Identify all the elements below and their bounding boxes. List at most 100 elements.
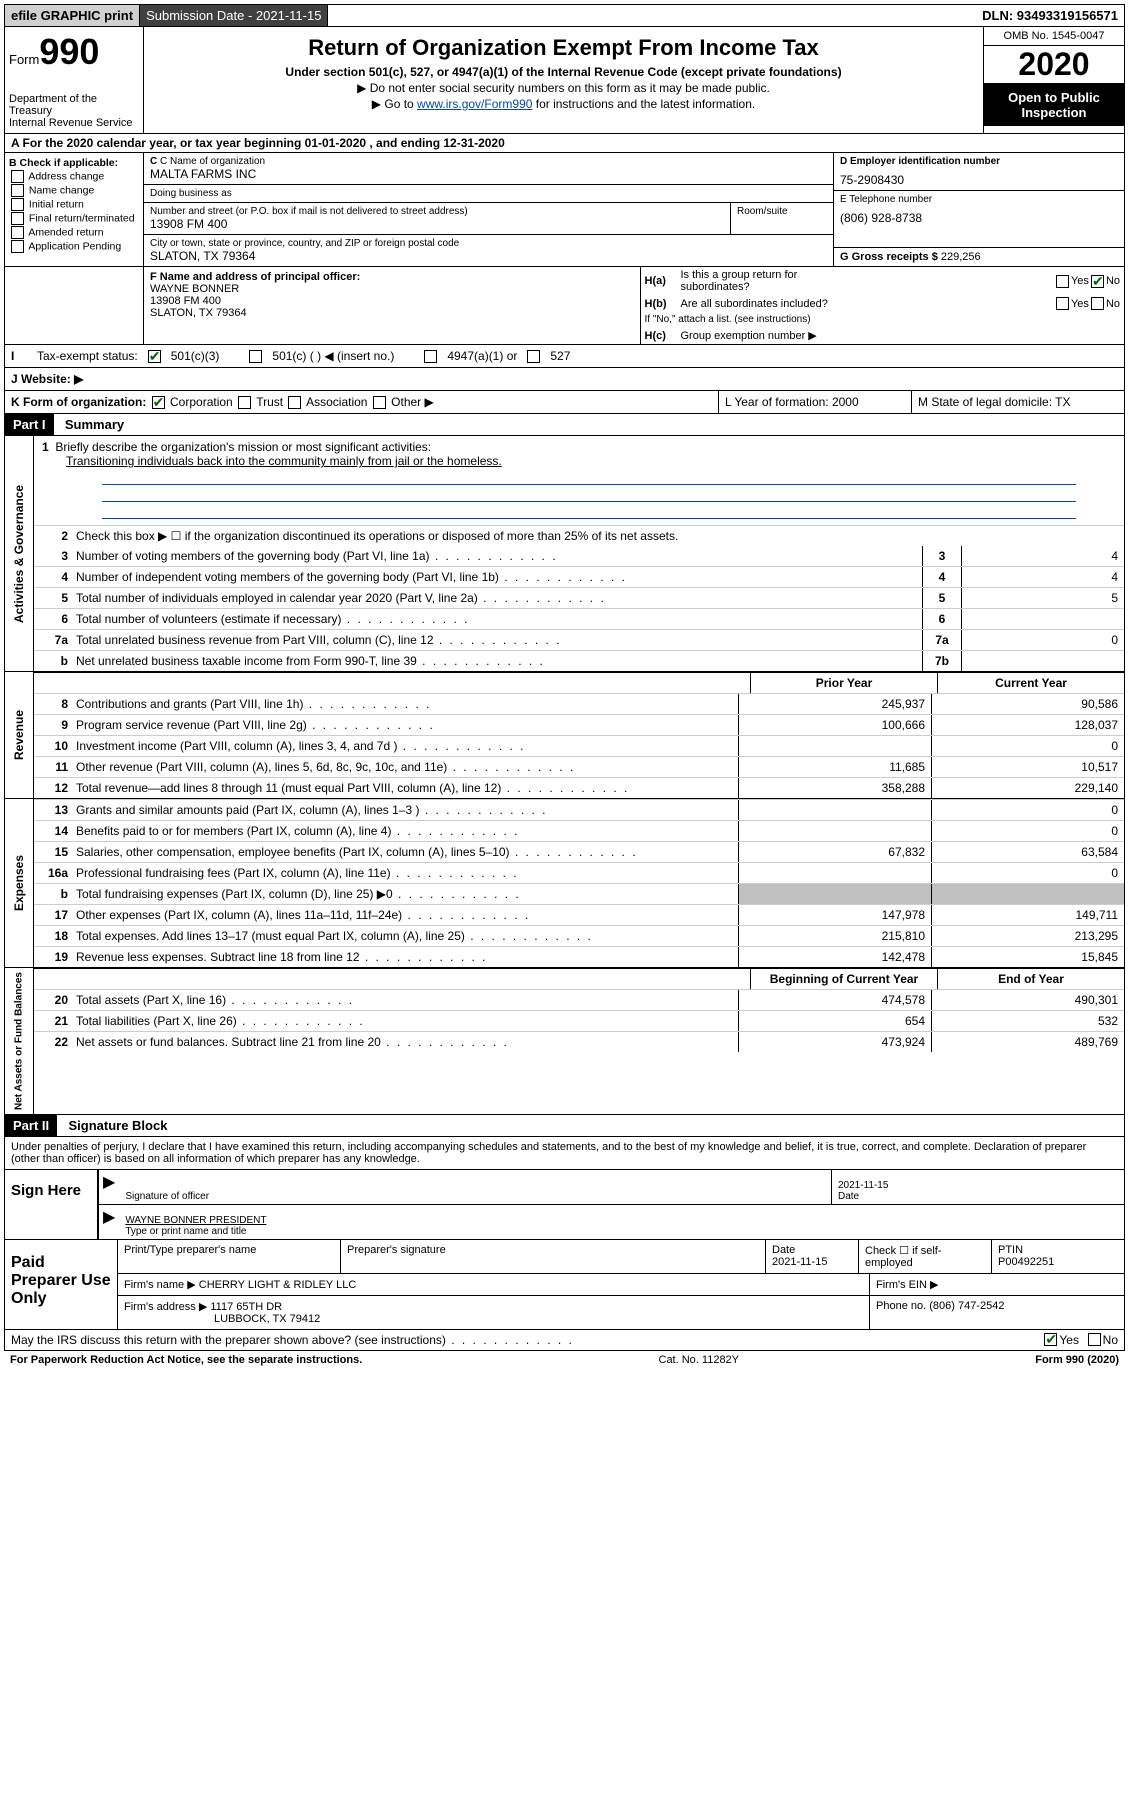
state-domicile: M State of legal domicile: TX: [912, 391, 1124, 413]
governance-label: Activities & Governance: [5, 436, 34, 671]
prep-sig-header: Preparer's signature: [341, 1240, 766, 1273]
form-page: Form 990 (2020): [1035, 1354, 1119, 1366]
principal-officer: F Name and address of principal officer:…: [143, 267, 641, 344]
tax-year: 2020: [984, 46, 1124, 84]
street-cell: Number and street (or P.O. box if mail i…: [144, 203, 731, 234]
gov-line: 5Total number of individuals employed in…: [34, 587, 1124, 608]
data-line: 8Contributions and grants (Part VIII, li…: [34, 693, 1124, 714]
ein-cell: D Employer identification number 75-2908…: [834, 153, 1124, 191]
501c-checkbox[interactable]: [249, 350, 262, 363]
mission-text: Transitioning individuals back into the …: [66, 454, 502, 468]
data-line: 21Total liabilities (Part X, line 26)654…: [34, 1010, 1124, 1031]
irs-form990-link[interactable]: www.irs.gov/Form990: [417, 97, 532, 111]
app-pending-checkbox[interactable]: Application Pending: [9, 240, 139, 253]
form-header: Form990 Department of the Treasury Inter…: [4, 27, 1125, 134]
dln: DLN: 93493319156571: [976, 5, 1124, 26]
discuss-row: May the IRS discuss this return with the…: [4, 1330, 1125, 1351]
end-year-header: End of Year: [937, 969, 1124, 989]
netassets-label: Net Assets or Fund Balances: [5, 968, 34, 1114]
data-line: 16aProfessional fundraising fees (Part I…: [34, 862, 1124, 883]
data-line: bTotal fundraising expenses (Part IX, co…: [34, 883, 1124, 904]
room-cell: Room/suite: [731, 203, 833, 234]
dept-treasury: Department of the Treasury Internal Reve…: [9, 93, 139, 129]
sig-date-field: 2021-11-15Date: [832, 1170, 1124, 1204]
amended-checkbox[interactable]: Amended return: [9, 226, 139, 239]
ha-no-checkbox[interactable]: [1091, 275, 1104, 288]
open-inspection: Open to Public Inspection: [984, 84, 1124, 126]
penalty-text: Under penalties of perjury, I declare th…: [5, 1137, 1124, 1169]
discuss-no-checkbox[interactable]: [1088, 1333, 1101, 1346]
form-org-row: K Form of organization: Corporation Trus…: [4, 391, 1125, 414]
data-line: 11Other revenue (Part VIII, column (A), …: [34, 756, 1124, 777]
dba-cell: Doing business as: [144, 185, 833, 203]
instr-ssn: ▶ Do not enter social security numbers o…: [148, 81, 979, 95]
form-title: Return of Organization Exempt From Incom…: [148, 35, 979, 61]
data-line: 17Other expenses (Part IX, column (A), l…: [34, 904, 1124, 925]
top-bar: efile GRAPHIC print Submission Date - 20…: [4, 4, 1125, 27]
part1-title: Summary: [57, 414, 132, 435]
prep-ptin: PTINP00492251: [992, 1240, 1124, 1273]
governance-section: Activities & Governance 1 Briefly descri…: [4, 436, 1125, 672]
trust-checkbox[interactable]: [238, 396, 251, 409]
527-checkbox[interactable]: [527, 350, 540, 363]
beg-year-header: Beginning of Current Year: [750, 969, 937, 989]
other-checkbox[interactable]: [373, 396, 386, 409]
paid-preparer-label: Paid Preparer Use Only: [5, 1240, 118, 1329]
gov-line: 3Number of voting members of the governi…: [34, 546, 1124, 566]
501c3-checkbox[interactable]: [148, 350, 161, 363]
hb-no-checkbox[interactable]: [1091, 297, 1104, 310]
4947-checkbox[interactable]: [424, 350, 437, 363]
sig-arrow-icon-2: ▶: [99, 1205, 119, 1239]
gross-receipts-cell: G Gross receipts $ 229,256: [834, 248, 1124, 266]
part2-header-row: Part II Signature Block: [4, 1115, 1125, 1137]
gov-line: 7aTotal unrelated business revenue from …: [34, 629, 1124, 650]
prep-name-header: Print/Type preparer's name: [118, 1240, 341, 1273]
data-line: 19Revenue less expenses. Subtract line 1…: [34, 946, 1124, 967]
name-change-checkbox[interactable]: Name change: [9, 184, 139, 197]
submission-date: Submission Date - 2021-11-15: [140, 5, 328, 26]
hb-note: If "No," attach a list. (see instruction…: [641, 312, 1125, 327]
omb-number: OMB No. 1545-0047: [984, 27, 1124, 46]
gov-line: 6Total number of volunteers (estimate if…: [34, 608, 1124, 629]
sign-here-label: Sign Here: [5, 1170, 99, 1239]
data-line: 10Investment income (Part VIII, column (…: [34, 735, 1124, 756]
data-line: 13Grants and similar amounts paid (Part …: [34, 799, 1124, 820]
discuss-yes-checkbox[interactable]: [1044, 1333, 1057, 1346]
part1-badge: Part I: [5, 414, 54, 435]
expenses-section: Expenses 13Grants and similar amounts pa…: [4, 799, 1125, 968]
addr-change-checkbox[interactable]: Address change: [9, 170, 139, 183]
data-line: 15Salaries, other compensation, employee…: [34, 841, 1124, 862]
initial-return-checkbox[interactable]: Initial return: [9, 198, 139, 211]
current-year-header: Current Year: [937, 673, 1124, 693]
city-cell: City or town, state or province, country…: [144, 235, 833, 266]
form-number: Form990: [9, 31, 139, 73]
data-line: 12Total revenue—add lines 8 through 11 (…: [34, 777, 1124, 798]
revenue-label: Revenue: [5, 672, 34, 798]
sig-arrow-icon: ▶: [99, 1170, 119, 1204]
prior-year-header: Prior Year: [750, 673, 937, 693]
check-applicable: B Check if applicable: Address change Na…: [5, 153, 144, 266]
subordinates-q: H(b) Are all subordinates included? Yes …: [641, 295, 1125, 312]
org-name-cell: C C Name of organization MALTA FARMS INC: [144, 153, 833, 185]
cat-number: Cat. No. 11282Y: [362, 1354, 1035, 1366]
firm-name: Firm's name ▶ CHERRY LIGHT & RIDLEY LLC: [118, 1274, 870, 1295]
part1-header-row: Part I Summary: [4, 414, 1125, 436]
assoc-checkbox[interactable]: [288, 396, 301, 409]
signature-block: Under penalties of perjury, I declare th…: [4, 1137, 1125, 1330]
data-line: 14Benefits paid to or for members (Part …: [34, 820, 1124, 841]
final-return-checkbox[interactable]: Final return/terminated: [9, 212, 139, 225]
efile-print-button[interactable]: efile GRAPHIC print: [5, 5, 140, 26]
group-return-q: H(a) Is this a group return forsubordina…: [641, 267, 1125, 295]
website-row: J Website: ▶: [4, 368, 1125, 391]
group-exemption: H(c)Group exemption number ▶: [641, 327, 1125, 344]
identification-section: B Check if applicable: Address change Na…: [4, 153, 1125, 267]
part2-badge: Part II: [5, 1115, 57, 1136]
gov-line: bNet unrelated business taxable income f…: [34, 650, 1124, 671]
ha-yes-checkbox[interactable]: [1056, 275, 1069, 288]
corp-checkbox[interactable]: [152, 396, 165, 409]
data-line: 20Total assets (Part X, line 16)474,5784…: [34, 989, 1124, 1010]
prep-selfemp[interactable]: Check ☐ if self-employed: [859, 1240, 992, 1273]
form-subtitle: Under section 501(c), 527, or 4947(a)(1)…: [148, 65, 979, 79]
officer-signature-field[interactable]: Signature of officer: [119, 1170, 832, 1204]
hb-yes-checkbox[interactable]: [1056, 297, 1069, 310]
